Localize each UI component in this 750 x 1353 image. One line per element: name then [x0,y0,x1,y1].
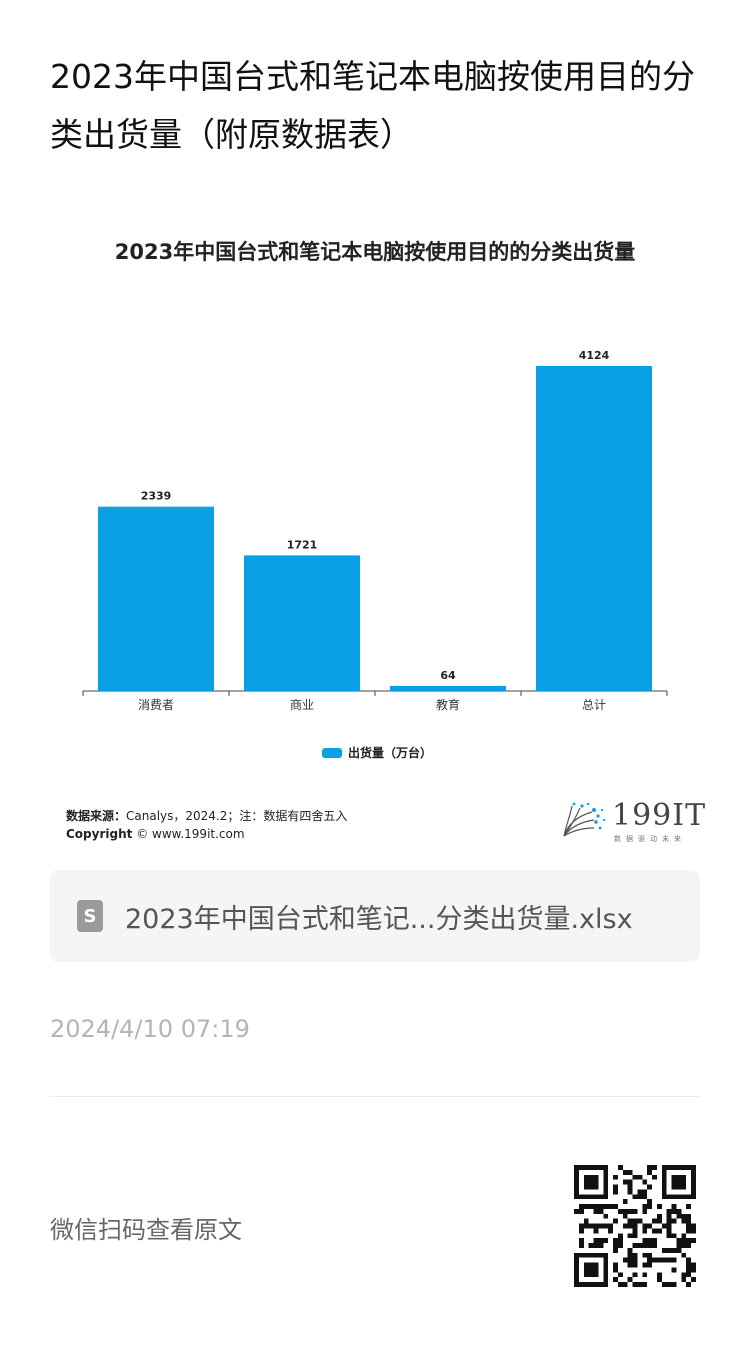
bar-4 [536,366,652,691]
data-label-2: 1721 [287,538,318,551]
x-tick-label-3: 教育 [436,697,460,712]
attachment-card[interactable]: S 2023年中国台式和笔记...分类出货量.xlsx [50,870,700,962]
brand-logo: 199IT 数据驱动未来 [558,798,705,846]
divider [50,1096,700,1097]
data-source: 数据来源：Canalys，2024.2；注：数据有四舍五入 [66,807,347,824]
chart-title: 2023年中国台式和笔记本电脑按使用目的的分类出货量 [114,240,636,264]
copyright-text: © www.199it.com [132,827,245,841]
data-label-1: 2339 [141,490,172,503]
dandelion-logo-icon [563,802,606,837]
attachment-file-name[interactable]: 2023年中国台式和笔记...分类出货量.xlsx [125,903,633,935]
copyright-label: Copyright [66,827,133,841]
data-source-label: 数据来源： [66,809,127,823]
data-label-3: 64 [440,669,456,682]
chart-legend: 出货量（万台） [322,744,432,761]
qr-code-icon[interactable] [574,1165,696,1287]
legend-swatch [322,747,342,758]
x-tick-label-1: 消费者 [138,698,174,712]
bar-1 [98,506,214,691]
copyright: Copyright © www.199it.com [66,827,245,841]
x-tick-label-2: 商业 [290,697,314,712]
bar-3 [390,685,506,691]
data-source-text: Canalys，2024.2；注：数据有四舍五入 [126,809,348,823]
publish-timestamp: 2024/4/10 07:19 [50,1015,250,1043]
spreadsheet-file-icon: S [77,900,103,932]
brand-tagline: 数据驱动未来 [614,835,686,843]
brand-name: 199IT [612,798,707,833]
legend-label: 出货量（万台） [348,746,433,760]
data-label-4: 4124 [579,349,610,362]
article-title: 2023年中国台式和笔记本电脑按使用目的分类出货量（附原数据表） [50,57,695,154]
qr-hint: 微信扫码查看原文 [50,1216,242,1244]
chart-image: 2023年中国台式和笔记本电脑按使用目的的分类出货量 2339 消费者 1721 商业… [50,210,705,860]
x-tick-label-4: 总计 [582,698,606,712]
bar-2 [244,555,360,691]
bar-chart: 2339 消费者 1721 商业 64 教育 4124 总计 [82,349,668,712]
